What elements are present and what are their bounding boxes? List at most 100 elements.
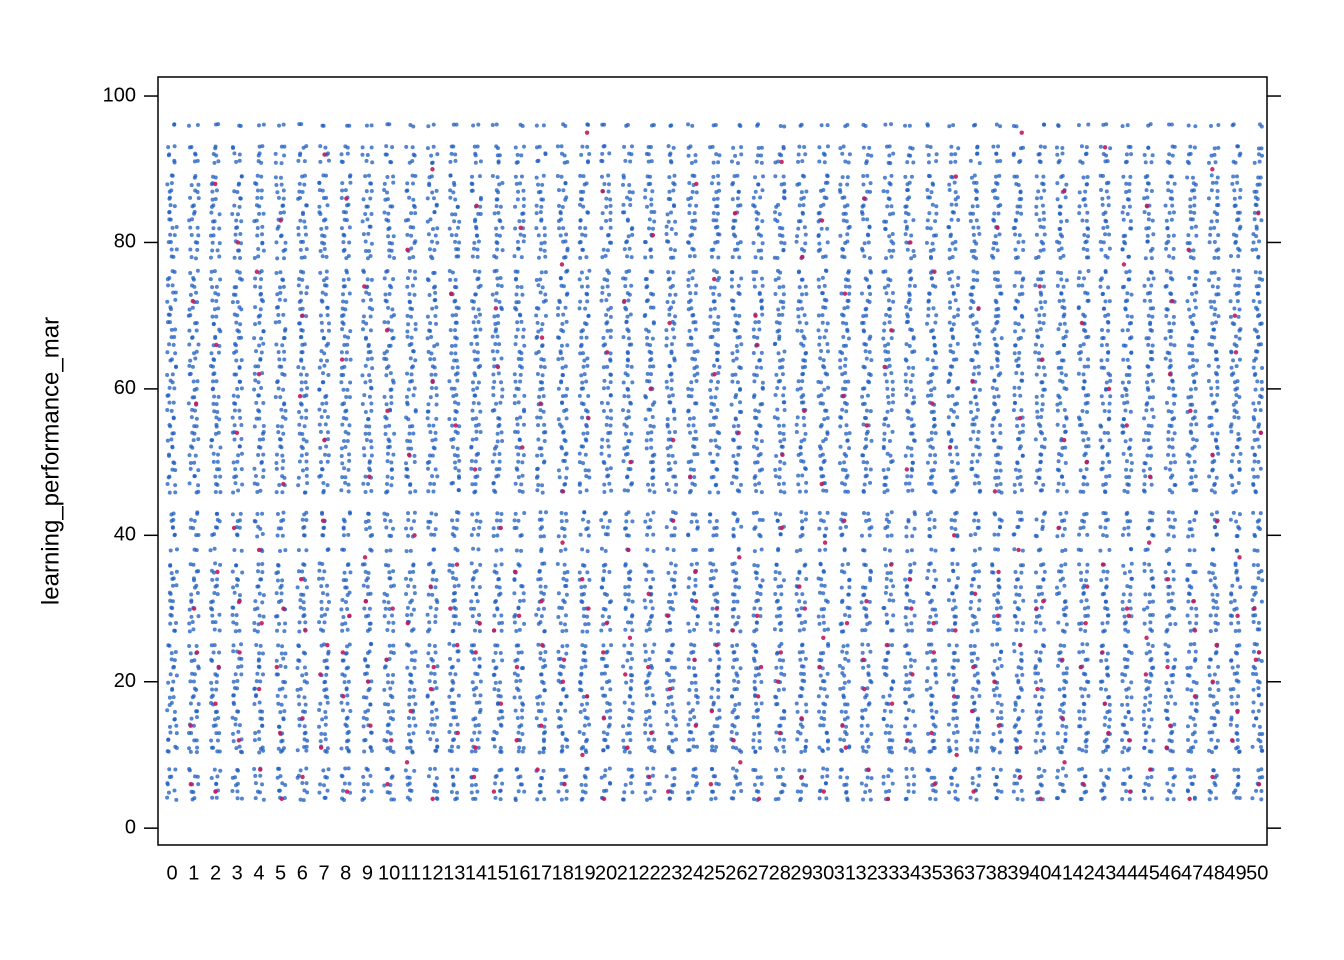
point: [689, 161, 694, 166]
point: [387, 283, 392, 288]
point: [477, 525, 482, 530]
point: [453, 328, 458, 333]
point: [469, 466, 474, 471]
point: [348, 357, 353, 362]
point: [625, 217, 630, 222]
point: [515, 327, 520, 332]
point: [170, 467, 175, 472]
point: [407, 570, 412, 575]
point: [365, 782, 370, 787]
point: [434, 402, 439, 407]
point: [470, 416, 475, 421]
point: [280, 372, 285, 377]
point: [172, 788, 177, 793]
point: [781, 146, 786, 151]
point: [324, 283, 329, 288]
point: [256, 408, 261, 413]
point: [623, 605, 628, 610]
point: [648, 364, 653, 369]
point: [363, 211, 368, 216]
point: [364, 424, 369, 429]
point: [232, 590, 237, 595]
point: [386, 563, 391, 568]
point: [644, 299, 649, 304]
point: [385, 459, 390, 464]
point: [621, 276, 626, 281]
point: [304, 548, 309, 553]
point: [259, 336, 264, 341]
point: [710, 606, 715, 611]
point: [470, 512, 475, 517]
point: [585, 766, 590, 771]
point: [452, 219, 457, 224]
point: [622, 700, 627, 705]
point: [210, 314, 215, 319]
point: [778, 723, 783, 728]
point: [478, 562, 483, 567]
point: [260, 570, 265, 575]
point: [715, 408, 720, 413]
point: [543, 663, 548, 668]
point: [708, 388, 713, 393]
point: [499, 628, 504, 633]
point: [667, 730, 672, 735]
point: [580, 796, 585, 801]
point: [304, 408, 309, 413]
point: [469, 444, 474, 449]
point: [455, 365, 460, 370]
point: [343, 585, 348, 590]
point: [210, 577, 215, 582]
point: [427, 453, 432, 458]
point: [601, 730, 606, 735]
point: [210, 364, 215, 369]
point: [578, 490, 583, 495]
point: [804, 709, 809, 714]
point: [694, 744, 699, 749]
x-tick-label: 34: [899, 862, 921, 884]
point: [475, 350, 480, 355]
point: [583, 306, 588, 311]
point: [170, 599, 175, 604]
point: [600, 686, 605, 691]
point: [671, 548, 676, 553]
point: [522, 789, 527, 794]
point: [319, 614, 324, 619]
point: [192, 395, 197, 400]
point: [534, 305, 539, 310]
point: [490, 349, 495, 354]
point: [538, 584, 543, 589]
point: [238, 231, 243, 236]
point: [234, 474, 239, 479]
point: [737, 313, 742, 318]
point: [387, 643, 392, 648]
point: [187, 372, 192, 377]
point: [578, 239, 583, 244]
point: [386, 305, 391, 310]
point: [365, 256, 370, 261]
point: [643, 312, 648, 317]
point: [434, 393, 439, 398]
point: [715, 649, 720, 654]
point: [717, 708, 722, 713]
point: [557, 475, 562, 480]
point: [603, 768, 608, 773]
point: [521, 204, 526, 209]
point: [325, 203, 330, 208]
point: [322, 620, 327, 625]
point: [560, 526, 565, 531]
point: [736, 547, 741, 552]
point: [324, 775, 329, 780]
point: [235, 789, 240, 794]
point: [603, 342, 608, 347]
point: [730, 379, 735, 384]
point: [320, 328, 325, 333]
point: [645, 431, 650, 436]
point: [345, 203, 350, 208]
point: [512, 671, 517, 676]
point: [557, 605, 562, 610]
x-tick-label: 36: [942, 862, 964, 884]
point: [188, 466, 193, 471]
point: [169, 657, 174, 662]
point: [451, 700, 456, 705]
point: [208, 255, 213, 260]
